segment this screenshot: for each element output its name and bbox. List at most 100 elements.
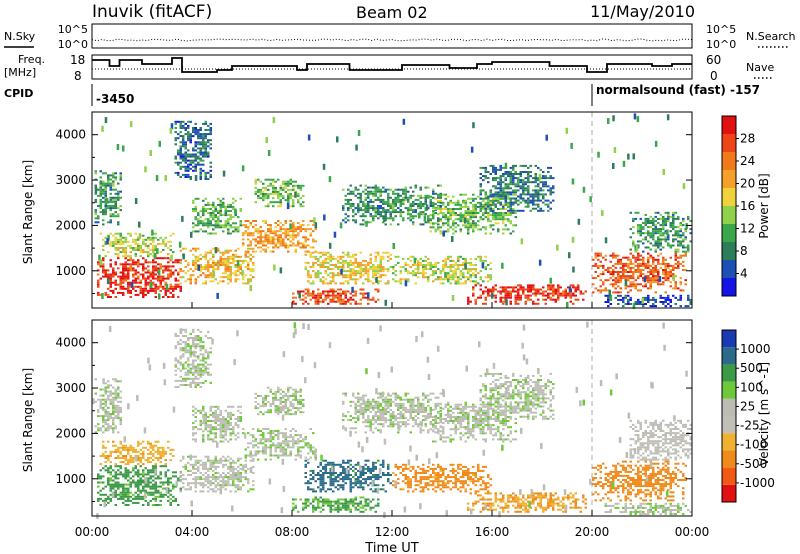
power-cell xyxy=(224,272,227,275)
power-cell xyxy=(512,166,515,169)
power-cell xyxy=(437,228,440,231)
velocity-cell xyxy=(122,457,125,459)
power-cell xyxy=(274,180,277,183)
power-cell xyxy=(622,273,625,276)
power-cell xyxy=(339,222,343,229)
power-cell xyxy=(302,224,305,227)
power-cell xyxy=(654,281,657,284)
power-cell xyxy=(194,127,197,129)
power-cell xyxy=(572,284,575,287)
power-cell xyxy=(299,298,302,301)
power-cell xyxy=(557,286,560,289)
power-cell xyxy=(644,213,647,216)
power-cell xyxy=(392,198,395,201)
power-cell xyxy=(254,238,257,241)
power-cell xyxy=(344,217,347,220)
power-cell xyxy=(679,262,682,265)
power-cell xyxy=(182,165,185,168)
power-cell xyxy=(556,244,559,251)
power-cell xyxy=(614,266,617,269)
power-cell xyxy=(107,234,110,241)
power-cell xyxy=(347,219,350,222)
power-cell xyxy=(399,215,402,218)
power-cell xyxy=(227,276,230,279)
power-cell xyxy=(414,215,417,218)
power-cell xyxy=(514,191,517,194)
power-cell xyxy=(464,259,467,262)
power-cell xyxy=(329,253,332,256)
power-cell xyxy=(259,240,262,243)
power-cell xyxy=(184,155,187,158)
velocity-cell xyxy=(147,469,150,472)
power-cell xyxy=(517,298,520,301)
power-cell xyxy=(527,173,530,175)
power-cell xyxy=(392,266,395,268)
power-cell xyxy=(387,211,390,214)
power-cell xyxy=(267,242,270,245)
power-cell xyxy=(217,222,220,225)
power-cell xyxy=(369,280,372,283)
velocity-cell xyxy=(107,417,110,420)
power-cell xyxy=(324,296,327,299)
power-cell xyxy=(337,288,340,291)
power-cell xyxy=(349,274,352,277)
power-cell xyxy=(327,274,330,277)
velocity-cell xyxy=(127,469,130,472)
power-cell xyxy=(524,294,527,297)
power-cell xyxy=(679,283,682,286)
power-cell xyxy=(219,224,222,227)
velocity-cell xyxy=(104,455,107,457)
power-cell xyxy=(219,255,222,258)
power-cell xyxy=(437,276,440,279)
power-cell xyxy=(372,209,375,212)
power-cell xyxy=(142,273,145,276)
power-cell xyxy=(182,135,185,138)
power-cell xyxy=(269,224,272,227)
velocity-cell xyxy=(157,491,160,494)
velocity-cell xyxy=(129,457,132,459)
power-cell xyxy=(679,244,682,247)
power-cell xyxy=(534,191,537,194)
power-cell xyxy=(534,294,537,297)
power-cell xyxy=(174,279,177,282)
power-cell xyxy=(112,242,115,245)
power-cell xyxy=(529,193,532,196)
power-cell xyxy=(107,176,110,179)
power-cell xyxy=(684,246,687,249)
power-cell xyxy=(109,263,112,266)
power-cell xyxy=(629,281,632,284)
power-cell xyxy=(467,296,470,299)
power-cell xyxy=(184,173,187,176)
power-cell xyxy=(169,269,172,272)
power-cell xyxy=(102,184,105,187)
power-cell xyxy=(479,210,482,212)
power-cell xyxy=(272,238,275,241)
power-cell xyxy=(552,286,555,289)
power-cell xyxy=(229,205,232,208)
power-cell xyxy=(422,259,425,262)
velocity-cell xyxy=(104,427,107,430)
power-cell xyxy=(407,278,410,281)
velocity-cell xyxy=(169,452,172,455)
power-cell xyxy=(532,286,535,289)
power-cell xyxy=(509,166,512,169)
power-cell xyxy=(237,270,240,273)
power-cell xyxy=(304,268,307,271)
power-cell xyxy=(214,226,217,229)
velocity-cell xyxy=(99,455,102,457)
power-cell xyxy=(634,258,637,261)
velocity-cell xyxy=(172,485,175,488)
power-cell xyxy=(567,286,570,289)
power-cell xyxy=(652,277,655,280)
power-cell xyxy=(204,178,207,180)
power-cell xyxy=(499,286,502,289)
velocity-cell xyxy=(142,463,145,466)
velocity-cell xyxy=(154,504,157,506)
power-cell xyxy=(284,184,287,187)
power-cell xyxy=(642,285,645,288)
power-cell xyxy=(677,242,680,245)
power-cell xyxy=(634,269,637,271)
power-cell xyxy=(514,286,517,289)
velocity-cell xyxy=(139,465,142,468)
power-cell xyxy=(174,285,177,288)
